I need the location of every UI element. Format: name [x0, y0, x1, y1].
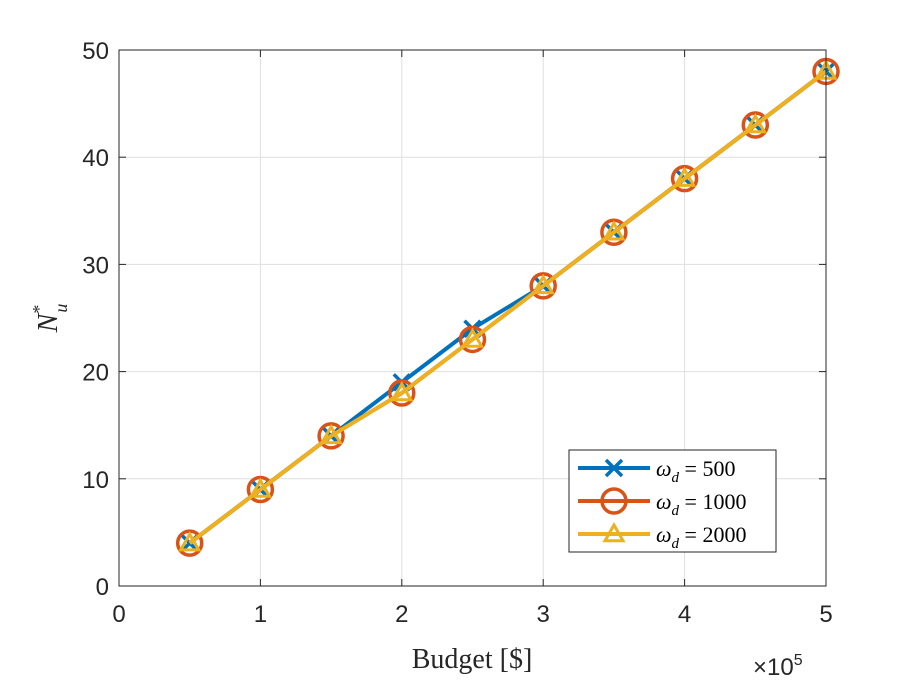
- data-point: [602, 220, 626, 241]
- data-point: [319, 423, 343, 445]
- legend-marker: [602, 521, 626, 543]
- y-axis-title-sub: u: [51, 304, 71, 313]
- series-line: [188, 69, 828, 545]
- y-tick-label: 30: [82, 252, 109, 279]
- y-tick-label: 0: [96, 574, 109, 601]
- x-tick-label: 0: [112, 601, 125, 628]
- x-exponent-base: ×10: [753, 654, 794, 681]
- x-tick-label: 1: [254, 601, 267, 628]
- grid-lines: [118, 49, 827, 587]
- data-point: [531, 273, 555, 295]
- y-tick-label: 50: [82, 38, 109, 65]
- legend-marker: [604, 458, 624, 478]
- legend-entry-2: ωd = 1000: [578, 487, 746, 519]
- x-exponent-label: ×105: [753, 652, 803, 681]
- x-tick-label: 5: [819, 601, 832, 628]
- data-point: [743, 113, 767, 134]
- data-point: [178, 531, 202, 552]
- x-axis-title: Budget [$]: [412, 644, 533, 675]
- y-tick-label: 20: [82, 360, 109, 387]
- legend-marker: [600, 487, 628, 515]
- y-axis-title-main: N: [33, 312, 64, 333]
- y-axis-title-sup: *: [29, 305, 49, 314]
- y-tick-label: 40: [82, 145, 109, 172]
- x-tick-label: 3: [537, 601, 550, 628]
- svg-text:N*u: N* u: [29, 304, 71, 334]
- legend-label: ωd = 500: [656, 456, 735, 486]
- y-tick-label: 10: [82, 467, 109, 494]
- x-tick-label: 2: [395, 601, 408, 628]
- series-layer: [175, 57, 840, 557]
- series-3: [178, 59, 838, 552]
- legend-entry-1: ωd = 500: [578, 456, 735, 486]
- plot-frame: [118, 49, 827, 587]
- x-tick-label: 4: [678, 601, 691, 628]
- data-point: [390, 381, 414, 402]
- legend-label: ωd = 2000: [656, 522, 746, 552]
- x-exponent-power: 5: [794, 652, 803, 669]
- data-point: [460, 327, 485, 348]
- y-axis-title: N* u: [29, 304, 71, 334]
- legend-entry-3: ωd = 2000: [578, 521, 746, 552]
- legend-label: ωd = 1000: [656, 489, 746, 519]
- data-point: [673, 166, 697, 187]
- data-point: [248, 477, 272, 498]
